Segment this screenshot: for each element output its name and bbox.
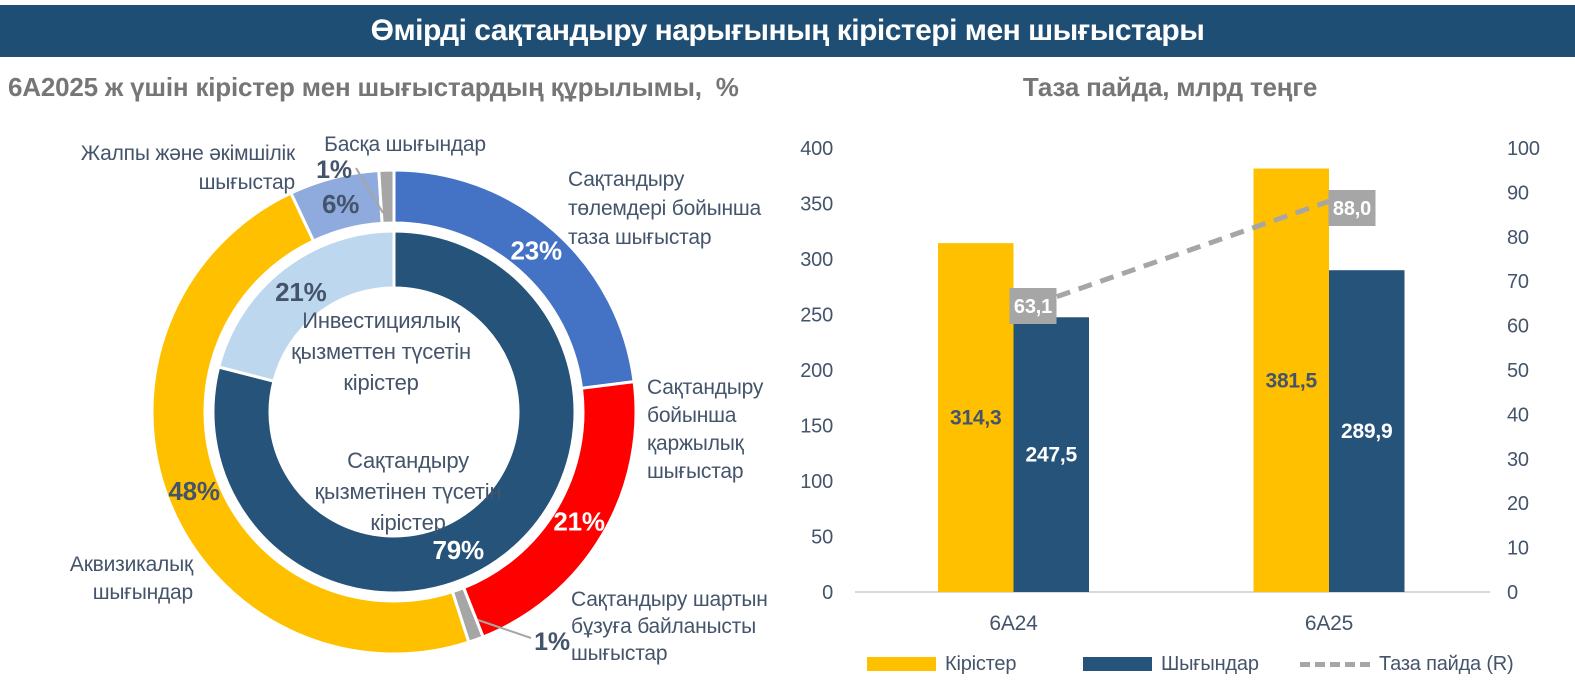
right-axis-tick: 70 xyxy=(1507,271,1529,293)
donut-label-termination-expenses: Сақтандыру шартын бұзуға байланысты шығы… xyxy=(571,588,768,665)
left-axis-tick: 350 xyxy=(800,194,833,216)
page-title: Өмірді сақтандыру нарығының кірістері ме… xyxy=(370,14,1205,47)
leader-line-other-expenses xyxy=(355,167,384,214)
expenses-swatch xyxy=(1083,657,1152,671)
line-value-label: 63,1 xyxy=(1014,296,1052,318)
left-axis-tick: 100 xyxy=(800,471,833,493)
bar-value-label: 314,3 xyxy=(950,407,1002,430)
bar-Кірістер-0 xyxy=(938,243,1014,592)
donut-label-admin-expenses: Жалпы және әкімшілік шығыстар xyxy=(80,142,295,194)
left-axis-tick: 150 xyxy=(800,416,833,438)
bar-chart-title: Таза пайда, млрд теңге xyxy=(1022,72,1318,102)
donut-segment-0-5 xyxy=(377,168,396,225)
right-axis-tick: 90 xyxy=(1507,182,1529,204)
left-axis-tick: 300 xyxy=(800,249,833,271)
leader-line-termination-expenses xyxy=(477,619,532,639)
bar-value-label: 289,9 xyxy=(1341,420,1393,443)
right-axis-tick: 10 xyxy=(1507,538,1529,560)
legend-label-expenses: Шығындар xyxy=(1161,652,1259,675)
legend-item-net-profit: Таза пайда (R) xyxy=(1300,651,1514,677)
title-bar: Өмірді сақтандыру нарығының кірістері ме… xyxy=(0,5,1575,57)
bar-value-label: 247,5 xyxy=(1025,444,1077,467)
right-axis-tick: 50 xyxy=(1507,360,1529,382)
legend-item-incomes: Кірістер xyxy=(867,651,1016,677)
right-axis-tick: 80 xyxy=(1507,227,1529,249)
donut-percent-0-4: 6% xyxy=(322,189,359,219)
bar-Кірістер-1 xyxy=(1253,168,1329,592)
incomes-swatch xyxy=(867,657,936,671)
category-label-6А24: 6А24 xyxy=(989,612,1038,635)
category-label-6А25: 6А25 xyxy=(1305,612,1353,635)
donut-label-financial-expenses: Сақтандыру бойынша қаржылық шығыстар xyxy=(647,376,764,483)
right-axis-tick: 60 xyxy=(1507,316,1529,338)
donut-label-net-claims: Сақтандыру төлемдері бойынша таза шығыст… xyxy=(568,168,762,249)
right-axis-tick: 20 xyxy=(1507,493,1529,515)
donut-percent-0-1: 21% xyxy=(553,506,605,536)
legend-label-incomes: Кірістер xyxy=(945,652,1017,675)
net-profit-line xyxy=(1012,198,1330,315)
donut-label-acquisition-costs: Аквизикалық шығындар xyxy=(69,553,193,604)
donut-percent-1-1: 21% xyxy=(275,277,327,307)
left-axis-tick: 250 xyxy=(800,305,833,327)
left-axis-tick: 0 xyxy=(822,582,833,604)
net-profit-dash-swatch xyxy=(1300,661,1370,667)
donut-chart: 23% 21% 48% 6% 79% 21% xyxy=(150,167,638,656)
bar-Шығындар-0 xyxy=(1013,317,1089,592)
line-label-box xyxy=(1009,288,1057,324)
donut-percent-0-0: 23% xyxy=(510,236,562,266)
bar-line-chart: 0 50 100 150 200 250 300 350 400 0 10 20 30 40 50 60 70 8… xyxy=(800,138,1540,635)
left-axis-tick: 50 xyxy=(811,527,833,549)
left-axis-tick: 400 xyxy=(800,138,833,160)
donut-percent-0-3: 48% xyxy=(168,476,220,506)
donut-percent-1-0: 79% xyxy=(433,535,485,565)
left-axis-tick: 200 xyxy=(800,360,833,382)
donut-segment-0-3 xyxy=(150,191,471,656)
line-label-box xyxy=(1328,190,1376,226)
donut-segment-1-1 xyxy=(216,229,396,383)
donut-label-other-expenses: Басқа шығындар xyxy=(324,133,486,156)
chart-legend: Кірістер Шығындар Таза пайда (R) xyxy=(0,651,1575,681)
bar-Шығындар-1 xyxy=(1329,270,1405,592)
donut-percent-other-expenses: 1% xyxy=(316,156,352,184)
donut-percent-termination-expenses: 1% xyxy=(534,628,570,656)
right-axis-tick: 30 xyxy=(1507,449,1529,471)
right-axis-tick: 40 xyxy=(1507,404,1529,426)
right-axis-tick: 0 xyxy=(1507,582,1518,604)
legend-item-expenses: Шығындар xyxy=(1083,651,1259,677)
line-value-label: 88,0 xyxy=(1333,198,1371,220)
donut-label-investment-income: Инвестициялық қызметтен түсетін кірістер xyxy=(291,308,471,395)
donut-chart-title: 6А2025 ж үшін кірістер мен шығыстардың қ… xyxy=(8,72,739,102)
donut-label-insurance-income: Сақтандыру қызметінен түсетін кірістер xyxy=(314,448,502,535)
legend-label-net-profit: Таза пайда (R) xyxy=(1379,652,1514,675)
right-axis-tick: 100 xyxy=(1507,138,1540,160)
bar-value-label: 381,5 xyxy=(1265,369,1317,392)
donut-segment-1-0 xyxy=(211,229,577,595)
